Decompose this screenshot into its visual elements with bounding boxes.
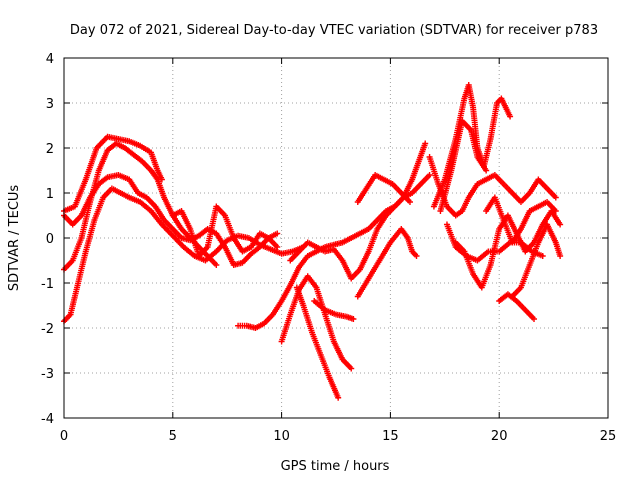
- data-point: [531, 316, 538, 322]
- y-tick-label: 1: [46, 187, 54, 202]
- series-track-7: [278, 273, 355, 372]
- data-point: [348, 365, 355, 372]
- x-tick-label: 5: [169, 429, 177, 444]
- x-tick-label: 10: [273, 429, 290, 444]
- data-point: [557, 253, 564, 259]
- y-tick-label: -4: [41, 412, 54, 427]
- data-point: [426, 172, 433, 178]
- data-point: [350, 316, 357, 322]
- chart-title: Day 072 of 2021, Sidereal Day-to-day VTE…: [70, 23, 598, 38]
- data-point: [274, 244, 281, 250]
- x-tick-label: 15: [382, 429, 399, 444]
- series-track-3: [61, 133, 165, 214]
- y-tick-label: -2: [41, 322, 54, 337]
- series-track-10: [311, 298, 357, 322]
- series-track-11: [354, 226, 420, 300]
- y-tick-label: 2: [46, 142, 54, 157]
- series-track-17: [483, 194, 559, 246]
- data-point: [158, 176, 165, 183]
- data-point: [274, 230, 281, 237]
- data-point: [557, 221, 564, 228]
- series-track-12: [354, 172, 413, 205]
- y-tick-label: -1: [41, 277, 54, 292]
- data-point: [213, 262, 220, 268]
- y-tick-label: -3: [41, 367, 54, 382]
- data-point: [483, 167, 490, 174]
- data-point: [406, 199, 413, 205]
- series-track-19: [496, 291, 538, 322]
- data-point: [335, 394, 342, 401]
- grid: [64, 58, 608, 418]
- series-track-18: [443, 221, 546, 264]
- series-track-5: [169, 203, 281, 259]
- y-tick-label: 4: [46, 52, 54, 67]
- axis-ticks: 0 5 10 15 20 25 -4 -3 -2 -1 0 1 2 3 4: [41, 52, 616, 444]
- data-point: [552, 208, 559, 214]
- series-track-4: [61, 172, 281, 268]
- series-track-1: [61, 185, 307, 325]
- data-point: [507, 113, 514, 120]
- x-tick-label: 25: [600, 429, 617, 444]
- data-point: [422, 140, 429, 147]
- data-point: [552, 194, 559, 201]
- series-track-20: [509, 221, 564, 300]
- x-tick-label: 20: [491, 429, 508, 444]
- series-track-13: [426, 154, 559, 219]
- x-axis-label: GPS time / hours: [281, 459, 390, 474]
- series-track-8: [293, 284, 342, 401]
- y-tick-label: 3: [46, 97, 54, 112]
- data-point: [413, 253, 420, 259]
- data-marks: [61, 82, 564, 401]
- y-tick-label: 0: [46, 232, 54, 247]
- x-tick-label: 0: [60, 429, 68, 444]
- series-track-16: [452, 208, 564, 291]
- data-point: [539, 253, 546, 259]
- series-track-15: [437, 118, 490, 214]
- y-axis-label: SDTVAR / TECUs: [7, 185, 22, 292]
